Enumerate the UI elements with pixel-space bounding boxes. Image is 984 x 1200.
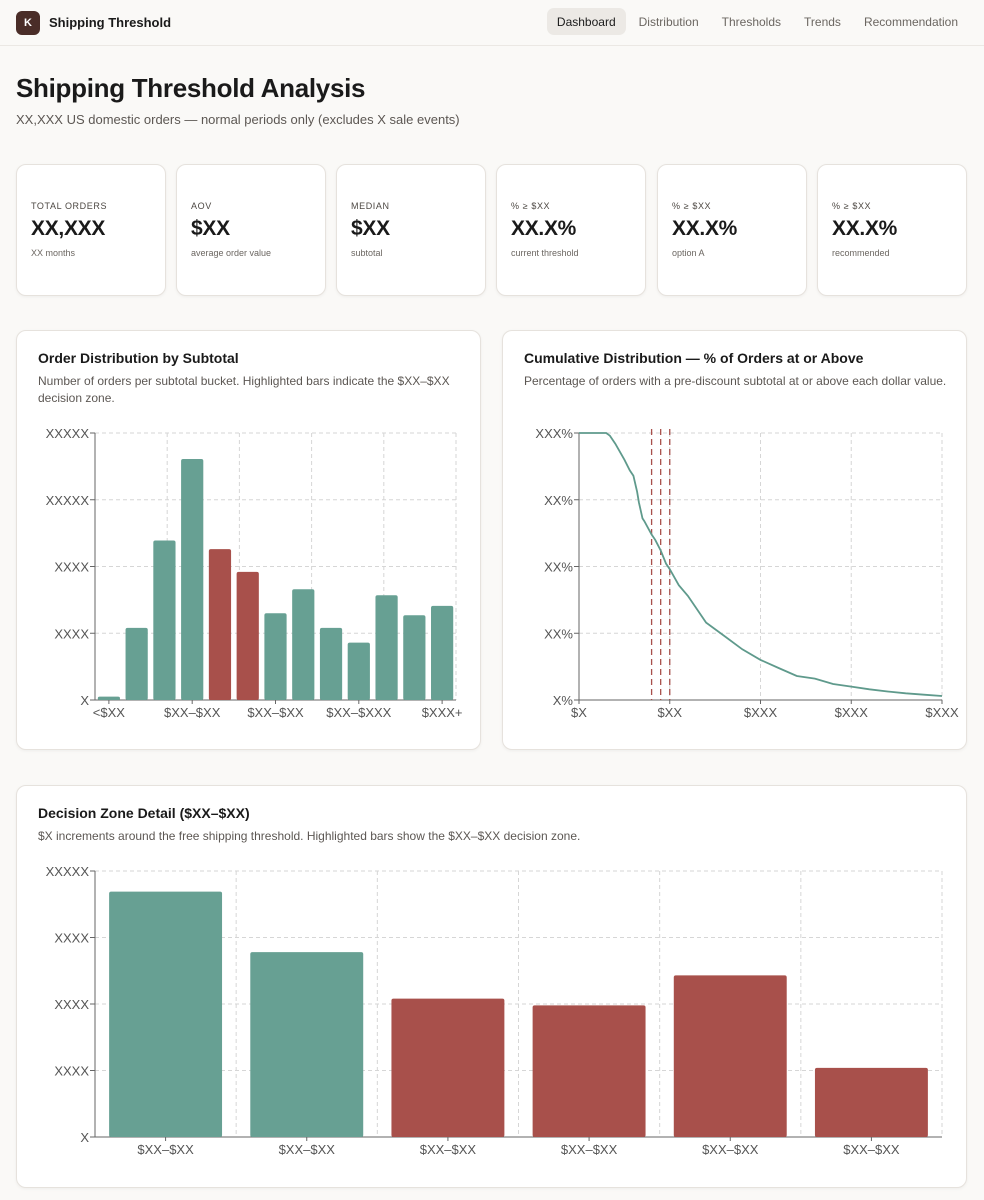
card-description: $X increments around the free shipping t… <box>38 829 581 843</box>
kpi-label: AOV <box>191 201 212 211</box>
kpi-card-recommended: % ≥ $XX XX.X% recommended <box>817 164 967 296</box>
x-tick-label: $X <box>571 705 587 720</box>
y-tick-label: X <box>80 1130 89 1145</box>
cumulative-line <box>579 432 943 697</box>
kpi-sub: recommended <box>832 248 890 258</box>
y-tick-label: XXXX <box>54 931 89 946</box>
page-title: Shipping Threshold Analysis <box>16 73 366 103</box>
cumulative-distribution-chart: X% XX% XX% XX% XXX% $X $XX $XXX $XXX $XXX <box>535 426 959 720</box>
kpi-value: $XX <box>191 217 230 240</box>
kpi-card-aov: AOV $XX average order value <box>176 164 326 296</box>
y-tick-label: X% <box>553 693 574 708</box>
kpi-sub: option A <box>672 248 705 258</box>
card-description: Number of orders per subtotal bucket. Hi… <box>38 374 450 405</box>
bar <box>319 627 343 700</box>
kpi-label: TOTAL ORDERS <box>31 201 108 211</box>
card-title: Decision Zone Detail ($XX–$XX) <box>38 805 250 821</box>
y-tick-label: X <box>80 693 89 708</box>
y-tick-label: XXXX <box>54 626 89 641</box>
x-tick-label: $XXX <box>925 705 959 720</box>
kpi-label: % ≥ $XX <box>672 201 712 211</box>
top-bar: K Shipping Threshold Dashboard Distribut… <box>0 0 984 46</box>
bar <box>292 589 315 700</box>
tab-dashboard[interactable]: Dashboard <box>546 8 626 35</box>
app-title: Shipping Threshold <box>49 15 172 30</box>
x-tick-label: $XXX <box>835 705 869 720</box>
bar <box>250 952 364 1137</box>
tab-distribution[interactable]: Distribution <box>638 14 699 29</box>
tab-thresholds[interactable]: Thresholds <box>721 14 782 29</box>
x-tick-label: $XX–$XX <box>164 705 221 720</box>
x-tick-label: $XXX <box>744 705 778 720</box>
bar <box>403 615 426 700</box>
x-tick-label: $XX–$XX <box>420 1142 477 1157</box>
kpi-value: $XX <box>351 217 390 240</box>
bar <box>673 975 787 1137</box>
tab-trends[interactable]: Trends <box>804 14 841 29</box>
x-tick-label: $XX–$XX <box>279 1142 336 1157</box>
x-tick-label: $XX <box>657 705 682 720</box>
page-subtitle: XX,XXX US domestic orders — normal perio… <box>16 112 460 127</box>
y-tick-label: XX% <box>544 560 573 575</box>
kpi-card-median: MEDIAN $XX subtotal <box>336 164 486 296</box>
bar <box>375 595 398 700</box>
bar <box>814 1067 928 1137</box>
bar <box>153 540 176 700</box>
y-tick-label: XXXXX <box>46 864 90 879</box>
bar <box>347 642 370 700</box>
bar <box>109 891 223 1137</box>
kpi-value: XX,XXX <box>31 217 106 240</box>
y-tick-label: XXXX <box>54 997 89 1012</box>
app-logo[interactable]: K <box>16 10 40 35</box>
kpi-sub: current threshold <box>511 248 579 258</box>
kpi-value: XX.X% <box>672 217 738 240</box>
bar <box>391 998 505 1137</box>
kpi-card-total-orders: TOTAL ORDERS XX,XXX XX months <box>16 164 166 296</box>
main-nav: Dashboard Distribution Thresholds Trends… <box>544 8 968 35</box>
y-tick-label: XXXX <box>54 560 89 575</box>
bar <box>236 571 259 700</box>
bar <box>181 459 204 700</box>
x-tick-label: $XX–$XX <box>247 705 304 720</box>
x-tick-label: $XX–$XX <box>137 1142 194 1157</box>
card-description: Percentage of orders with a pre-discount… <box>524 374 947 388</box>
y-tick-label: XX% <box>544 626 573 641</box>
kpi-sub: average order value <box>191 248 272 258</box>
kpi-value: XX.X% <box>511 217 577 240</box>
bar <box>431 605 454 700</box>
x-tick-label: <$XX <box>93 705 125 720</box>
x-tick-label: $XX–$XXX <box>326 705 391 720</box>
order-distribution-card: Order Distribution by Subtotal Number of… <box>16 330 481 750</box>
bar <box>125 627 148 700</box>
x-tick-label: $XXX+ <box>422 705 463 720</box>
x-tick-label: $XX–$XX <box>843 1142 900 1157</box>
bar <box>208 549 232 700</box>
card-title: Order Distribution by Subtotal <box>38 350 239 366</box>
cumulative-distribution-card: Cumulative Distribution — % of Orders at… <box>502 330 967 750</box>
x-tick-label: $XX–$XX <box>702 1142 759 1157</box>
y-tick-label: XXX% <box>535 426 573 441</box>
kpi-value: XX.X% <box>832 217 898 240</box>
card-title: Cumulative Distribution — % of Orders at… <box>524 350 864 366</box>
kpi-label: MEDIAN <box>351 201 390 211</box>
y-tick-label: XXXXX <box>46 493 90 508</box>
y-tick-label: XXXXX <box>46 426 90 441</box>
bar <box>532 1005 646 1137</box>
kpi-label: % ≥ $XX <box>511 201 551 211</box>
bar <box>264 613 287 700</box>
x-tick-label: $XX–$XX <box>561 1142 618 1157</box>
kpi-card-current-threshold: % ≥ $XX XX.X% current threshold <box>496 164 646 296</box>
kpi-sub: subtotal <box>351 248 383 258</box>
decision-zone-card: Decision Zone Detail ($XX–$XX) $X increm… <box>16 785 967 1188</box>
kpi-card-option-a: % ≥ $XX XX.X% option A <box>657 164 807 296</box>
bar <box>97 696 120 700</box>
kpi-label: % ≥ $XX <box>832 201 872 211</box>
tab-recommendation[interactable]: Recommendation <box>863 14 958 29</box>
kpi-sub: XX months <box>31 248 76 258</box>
y-tick-label: XXXX <box>54 1064 89 1079</box>
y-tick-label: XX% <box>544 493 573 508</box>
